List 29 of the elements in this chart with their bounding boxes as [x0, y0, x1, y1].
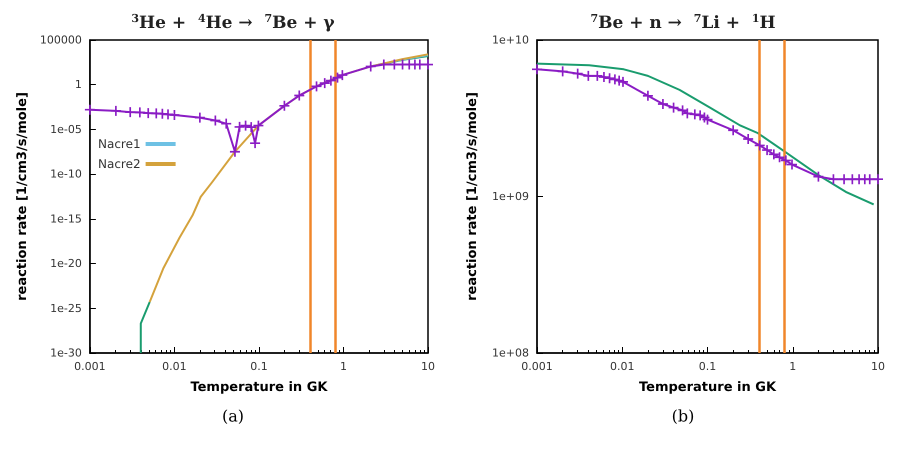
y-tick-label: 1e-20 [50, 257, 82, 270]
y-axis-title: reaction rate [1/cm3/s/mole] [15, 92, 30, 301]
y-tick-label: 1e+10 [492, 34, 529, 46]
x-tick-label: 0.001 [74, 360, 106, 373]
x-tick-label: 10 [871, 360, 885, 373]
y-tick-label: 1e-15 [50, 212, 82, 226]
y-tick-label: 1e-05 [50, 122, 82, 136]
y-tick-label: 1e-30 [50, 346, 82, 360]
x-tick-label: 0.01 [162, 360, 187, 373]
y-tick-label: 1e+09 [492, 190, 529, 203]
x-tick-label: 1 [789, 360, 796, 373]
x-axis-title: Temperature in GK [638, 380, 777, 395]
x-tick-label: 10 [421, 360, 435, 373]
text: (b) [672, 406, 694, 426]
text: (a) [222, 406, 244, 426]
y-tick-label: 1e+08 [492, 346, 529, 360]
x-tick-label: 0.1 [698, 360, 716, 373]
y-tick-label: 1e-10 [50, 168, 82, 181]
y-tick-label: 1 [74, 78, 82, 92]
legend-label: Nacre2 [98, 157, 141, 171]
y-tick-label: 100000 [40, 34, 82, 46]
x-axis-title: Temperature in GK [190, 380, 328, 395]
x-tick-label: 1 [340, 360, 347, 373]
x-tick-label: 0.01 [610, 360, 634, 373]
legend-label: Nacre1 [98, 137, 141, 151]
y-axis-title: reaction rate [1/cm3/s/mole] [465, 92, 480, 301]
y-tick-label: 1e-25 [50, 302, 82, 315]
x-tick-label: 0.1 [250, 360, 268, 373]
x-tick-label: 0.001 [521, 360, 553, 373]
